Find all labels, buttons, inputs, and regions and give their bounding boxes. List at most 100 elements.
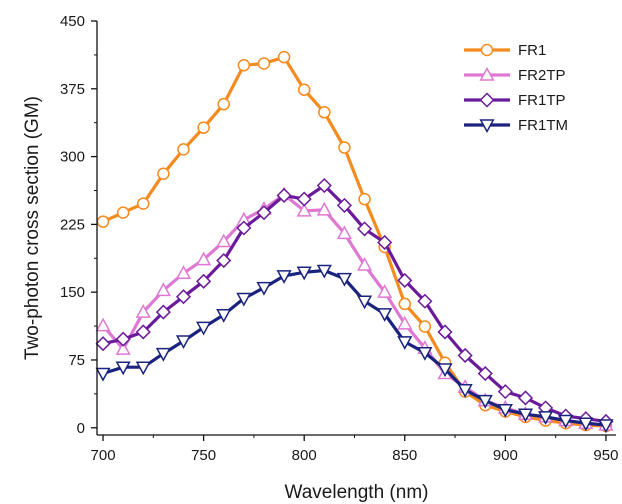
x-tick-label: 800 xyxy=(292,447,317,464)
data-point xyxy=(397,336,413,350)
legend-entry-FR1TM: FR1TM xyxy=(464,117,568,134)
data-point xyxy=(377,284,393,298)
x-tick-label: 850 xyxy=(392,447,417,464)
legend-entry-FR1TP: FR1TP xyxy=(464,92,566,109)
data-point xyxy=(497,384,513,400)
data-point xyxy=(175,289,192,305)
series-line xyxy=(101,193,607,427)
data-point xyxy=(377,308,393,322)
data-point xyxy=(216,309,232,323)
data-point xyxy=(155,282,171,297)
data-point xyxy=(457,384,473,398)
data-point xyxy=(175,335,192,350)
x-tick-label: 700 xyxy=(91,447,116,464)
legend-entry-FR2TP: FR2TP xyxy=(464,66,566,84)
data-point xyxy=(598,419,614,434)
legend: FR1 FR2TP FR1TP FR1TM xyxy=(464,42,568,134)
data-point xyxy=(296,202,312,217)
series-FR1TP xyxy=(95,177,614,430)
series-FR2TP xyxy=(95,186,614,431)
data-point xyxy=(398,297,412,311)
legend-marker xyxy=(479,92,495,108)
data-point xyxy=(397,315,413,330)
data-point xyxy=(95,317,111,332)
data-point xyxy=(356,257,373,271)
data-point xyxy=(236,220,252,236)
data-point xyxy=(497,403,513,418)
data-point xyxy=(558,414,574,429)
data-point xyxy=(216,233,232,248)
data-point xyxy=(276,270,292,284)
y-tick-label: 150 xyxy=(60,284,85,301)
data-point xyxy=(256,205,272,221)
series-FR1TM xyxy=(95,264,614,434)
data-point xyxy=(417,346,433,361)
data-point xyxy=(95,336,111,352)
data-point xyxy=(115,341,131,355)
data-point xyxy=(397,272,413,288)
data-point xyxy=(237,59,251,72)
data-point xyxy=(457,347,473,364)
data-point xyxy=(437,363,453,378)
data-point xyxy=(135,304,151,318)
data-point xyxy=(95,367,111,382)
data-point xyxy=(236,292,252,307)
legend-label: FR2TP xyxy=(518,67,566,84)
data-point xyxy=(336,225,352,240)
y-tick-label: 0 xyxy=(77,420,85,437)
data-point xyxy=(297,83,311,96)
data-point xyxy=(318,106,331,119)
data-point xyxy=(538,411,554,425)
data-point xyxy=(277,50,291,64)
series-line xyxy=(102,183,607,423)
data-point xyxy=(336,272,352,287)
data-point xyxy=(115,331,131,347)
x-tick-label: 750 xyxy=(191,447,216,464)
data-point xyxy=(356,295,373,310)
data-point xyxy=(196,251,212,266)
data-point xyxy=(197,121,210,134)
data-point xyxy=(358,192,371,206)
data-point xyxy=(336,197,352,213)
data-point xyxy=(155,347,171,362)
data-point xyxy=(356,221,373,237)
data-point xyxy=(316,201,332,216)
data-point xyxy=(377,234,393,251)
data-point xyxy=(578,417,594,432)
data-point xyxy=(157,167,170,181)
data-point xyxy=(217,97,230,111)
data-point xyxy=(276,187,292,204)
data-point xyxy=(338,141,351,154)
data-point xyxy=(216,252,232,269)
legend-marker xyxy=(479,66,495,81)
legend-entry-FR1: FR1 xyxy=(464,42,546,59)
y-tick-label: 225 xyxy=(60,216,85,233)
data-point xyxy=(177,143,190,156)
data-point xyxy=(135,361,151,376)
x-tick-label: 900 xyxy=(493,447,518,464)
data-point xyxy=(196,273,212,289)
x-tick-label: 950 xyxy=(593,447,618,464)
data-point xyxy=(116,206,130,219)
data-point xyxy=(477,365,493,382)
data-point xyxy=(316,264,332,279)
data-point xyxy=(418,320,432,333)
data-point xyxy=(175,265,192,279)
data-point xyxy=(517,390,534,406)
tick-labels: 700 750 800 850 900 950 0 75 150 225 300 375 450 xyxy=(60,13,618,464)
legend-label: FR1TP xyxy=(518,92,566,109)
y-tick-label: 450 xyxy=(60,13,85,30)
data-point xyxy=(316,177,332,194)
series-layer xyxy=(95,50,614,434)
series-line xyxy=(102,55,606,428)
data-point xyxy=(135,324,151,340)
y-axis-title: Two-photon cross section (GM) xyxy=(22,96,43,360)
y-tick-label: 75 xyxy=(68,352,85,369)
data-point xyxy=(477,394,493,409)
data-point xyxy=(115,361,131,376)
data-point xyxy=(256,281,272,296)
data-point xyxy=(437,324,453,340)
y-tick-label: 375 xyxy=(60,81,85,98)
legend-label: FR1TM xyxy=(518,117,568,134)
legend-label: FR1 xyxy=(518,42,546,59)
